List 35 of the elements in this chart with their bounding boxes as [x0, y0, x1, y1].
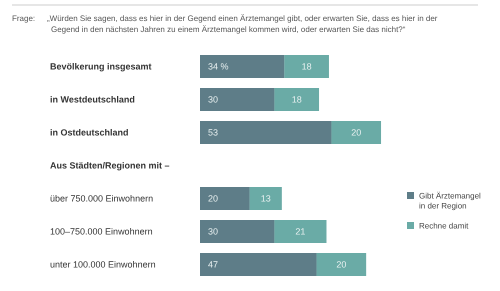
data-label: 21: [295, 226, 306, 237]
bar: [250, 187, 282, 210]
data-label: 20: [336, 260, 346, 270]
bar: [200, 55, 284, 78]
data-label: 30: [208, 94, 218, 105]
data-label: 53: [208, 128, 218, 138]
data-label: 18: [302, 62, 312, 72]
bar: [200, 187, 250, 210]
text: Frage:: [12, 14, 36, 23]
bar: [200, 88, 274, 111]
bar: [274, 88, 320, 111]
bar: [274, 220, 326, 243]
chart-subtitle: „Würden Sie sagen, dass es hier in der Gegend einen Ärztemangel gibt, oder erwarten Sie, dass es hier in der Gegend in den nächsten Jahren zu einem Ärztemangel kommen wird, oder erwarten Sie das nicht?“: [47, 14, 438, 34]
y-tick-label: in Ostdeutschland: [50, 128, 129, 138]
data-label: 47: [208, 260, 218, 270]
bar: [331, 121, 382, 144]
bar: [200, 121, 332, 144]
data-label: 18: [292, 94, 302, 105]
y-tick-label: in Westdeutschland: [50, 94, 135, 105]
y-tick-label: 100–750.000 Einwohnern: [50, 226, 153, 237]
bar: [316, 253, 366, 276]
data-label: 30: [208, 226, 218, 237]
data-label: 20: [351, 128, 362, 138]
bar: [284, 55, 329, 78]
data-label: 13: [260, 194, 271, 204]
bar: [200, 220, 274, 243]
y-tick-label: Bevölkerung insgesamt: [50, 62, 152, 72]
bar: [200, 253, 317, 276]
y-tick-label: über 750.000 Einwohnern: [50, 194, 154, 204]
data-label: 20: [208, 194, 218, 204]
legend-label: Rechne damit: [419, 221, 470, 230]
y-tick-label: Aus Städten/Regionen mit –: [50, 160, 170, 171]
data-label: 34 %: [208, 62, 229, 72]
legend-label: Gibt Ärztemangel in der Region: [419, 191, 482, 210]
y-tick-label: unter 100.000 Einwohnern: [50, 260, 156, 270]
